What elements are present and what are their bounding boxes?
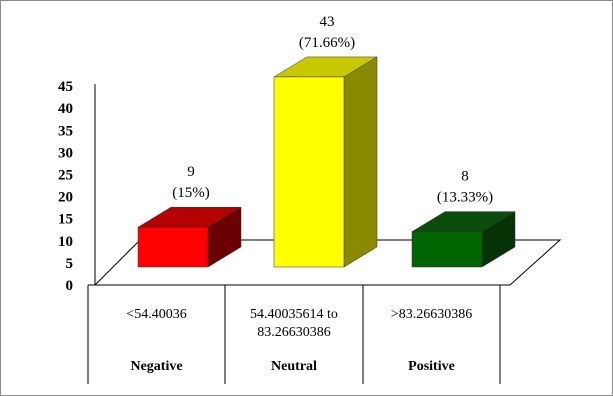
bar [137, 206, 242, 268]
data-label-count: 9 [187, 164, 195, 180]
table-category-label: 54.40035614 to [250, 307, 338, 322]
table-category-label: 83.26630386 [257, 325, 331, 340]
bars-layer [137, 56, 516, 268]
data-label-count: 43 [320, 14, 335, 30]
y-tick-label: 25 [58, 168, 73, 184]
data-label-count: 8 [461, 169, 469, 185]
y-tick-label: 0 [66, 278, 74, 294]
data-label-percent: (13.33%) [437, 190, 493, 206]
bar-front-face [273, 76, 345, 268]
data-label-percent: (71.66%) [299, 35, 355, 51]
bar-side-face [343, 56, 378, 268]
data-labels-layer: 9 (15%) 43 (71.66%) 8 (13.33%) [172, 14, 493, 206]
table-class-label: Neutral [271, 359, 317, 374]
y-tick-label: 30 [58, 145, 73, 161]
y-tick-label: 40 [58, 101, 73, 117]
bar [273, 56, 378, 268]
bar [411, 211, 516, 268]
data-label-percent: (15%) [172, 185, 210, 201]
bar-front-face [137, 226, 209, 268]
y-tick-label: 45 [58, 79, 73, 95]
table-class-label: Negative [130, 359, 182, 374]
y-tick-label: 15 [58, 212, 73, 228]
bar-front-face [411, 231, 483, 268]
y-tick-label: 35 [58, 123, 73, 139]
table-category-label: <54.40036 [126, 307, 186, 322]
y-tick-label: 20 [58, 190, 73, 206]
y-tick-label: 5 [66, 256, 74, 272]
table-class-label: Positive [408, 359, 455, 374]
table-category-label: >83.26630386 [391, 307, 472, 322]
data-table: <54.40036 Negative 54.40035614 to 83.266303… [87, 284, 501, 384]
y-tick-label: 10 [58, 234, 73, 250]
